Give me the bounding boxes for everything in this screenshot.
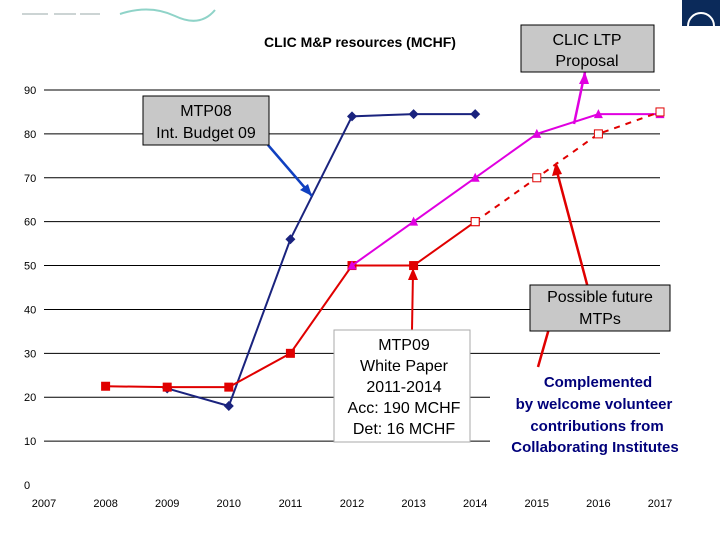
x-tick-label: 2013 xyxy=(401,498,425,510)
future-line-1: Possible future xyxy=(547,289,653,306)
complemented-line-3: contributions from xyxy=(530,418,663,435)
series-line xyxy=(351,113,660,267)
x-tick-label: 2015 xyxy=(525,498,549,510)
data-point xyxy=(101,381,111,391)
header-decoration xyxy=(22,0,720,26)
data-point xyxy=(409,216,419,226)
series-layer xyxy=(101,107,665,411)
complemented-line-2: by welcome volunteer xyxy=(516,396,673,413)
mtp09-line-3: 2011-2014 xyxy=(366,379,441,396)
series-3 xyxy=(470,107,665,227)
y-tick-label: 50 xyxy=(24,261,36,273)
data-point xyxy=(470,109,481,120)
y-tick-label: 0 xyxy=(24,480,30,492)
data-point xyxy=(347,260,357,270)
y-tick-label: 40 xyxy=(24,304,36,316)
x-tick-label: 2012 xyxy=(340,498,364,510)
x-tick-label: 2009 xyxy=(155,498,179,510)
mtp09-line-2: White Paper xyxy=(360,358,449,375)
data-point xyxy=(532,173,542,183)
y-tick-label: 70 xyxy=(24,173,36,185)
data-point xyxy=(532,128,542,138)
x-tick-label: 2016 xyxy=(586,498,610,510)
data-point xyxy=(470,217,480,227)
mtp08-line-1: MTP08 xyxy=(180,103,232,120)
data-point xyxy=(285,348,295,358)
future-box xyxy=(529,284,671,332)
mtp09-line-1: MTP09 xyxy=(378,337,430,354)
y-tick-labels: 0 10 20 30 40 50 60 70 80 90 xyxy=(24,85,36,492)
complemented-line-4: Collaborating Institutes xyxy=(511,439,679,456)
mtp08-box xyxy=(142,95,270,146)
data-point xyxy=(593,129,603,139)
x-tick-label: 2017 xyxy=(648,498,672,510)
y-tick-label: 60 xyxy=(24,217,36,229)
y-tick-label: 10 xyxy=(24,436,36,448)
arrow-future xyxy=(554,167,590,289)
ltp-line-1: CLIC LTP xyxy=(552,32,621,49)
mtp08-line-2: Int. Budget 09 xyxy=(156,125,256,142)
series-line xyxy=(166,113,476,408)
x-tick-label: 2014 xyxy=(463,498,487,510)
ltp-box xyxy=(520,24,655,73)
data-point xyxy=(347,111,357,122)
mtp09-box xyxy=(333,329,471,443)
data-point xyxy=(162,382,172,392)
x-tick-label: 2008 xyxy=(93,498,117,510)
mtp09-line-5: Det: 16 MCHF xyxy=(353,421,455,438)
complemented-box xyxy=(490,370,702,460)
series-line xyxy=(474,111,661,223)
x-tick-label: 2011 xyxy=(279,498,303,510)
y-tick-label: 30 xyxy=(24,348,36,360)
data-point xyxy=(285,234,296,245)
data-point xyxy=(409,261,419,271)
chart-title: CLIC M&P resources (MCHF) xyxy=(264,34,456,50)
data-point xyxy=(593,109,603,119)
y-tick-label: 90 xyxy=(24,85,36,97)
arrow-mtp09 xyxy=(411,271,414,331)
data-point xyxy=(224,382,234,392)
data-point xyxy=(655,107,665,117)
data-point xyxy=(223,401,234,411)
data-point xyxy=(408,109,419,120)
x-tick-label: 2010 xyxy=(217,498,241,510)
complemented-line-1: Complemented xyxy=(544,374,652,391)
series-2 xyxy=(347,109,665,270)
mtp09-line-4: Acc: 190 MCHF xyxy=(348,400,461,417)
y-tick-label: 20 xyxy=(24,392,36,404)
ltp-line-2: Proposal xyxy=(555,53,618,70)
x-tick-label: 2007 xyxy=(32,498,56,510)
x-tick-labels: 2007 2008 2009 2010 2011 2012 2013 2014 2015 2016… xyxy=(32,498,672,510)
y-tick-label: 80 xyxy=(24,129,36,141)
data-point xyxy=(470,172,480,182)
future-line-2: MTPs xyxy=(579,311,621,328)
